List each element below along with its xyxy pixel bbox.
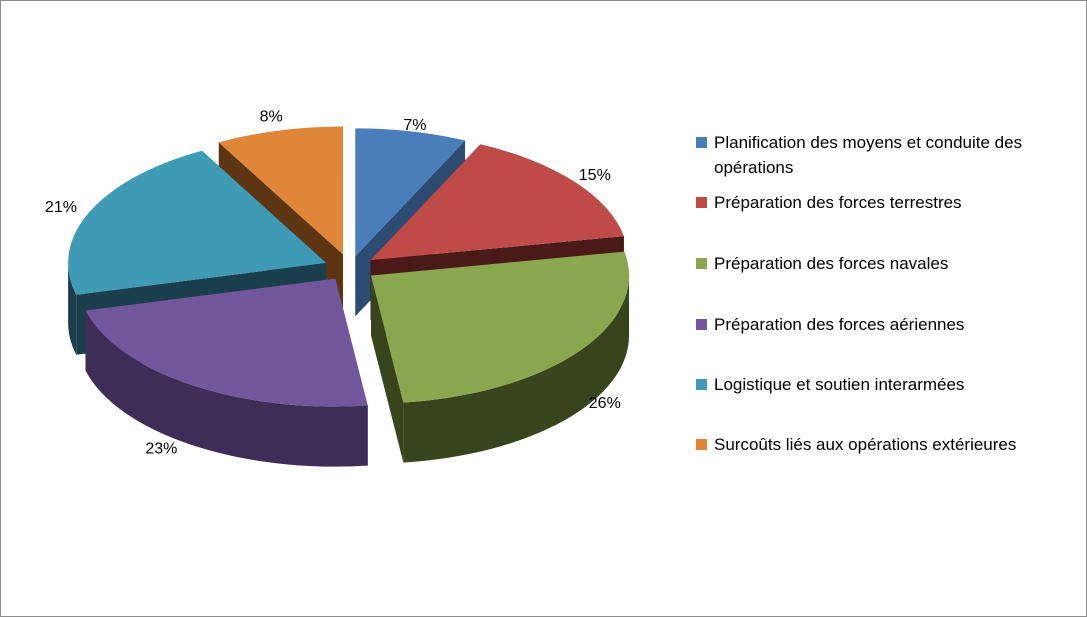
legend-label: Préparation des forces aériennes <box>714 315 965 334</box>
legend-item-surcouts: Surcoûts liés aux opérations extérieures <box>696 432 1076 472</box>
legend-swatch <box>696 258 707 269</box>
legend: Planification des moyens et conduite des… <box>696 130 1076 472</box>
pie-label-planification-des-moyens-et-conduite-des-operations: 7% <box>403 117 426 134</box>
legend-item-aeriennes: Préparation des forces aériennes <box>696 312 1076 372</box>
pie-label-surcouts-lies-aux-operations-exterieures: 8% <box>260 109 283 126</box>
legend-swatch <box>696 197 707 208</box>
legend-item-planification: Planification des moyens et conduite des… <box>696 130 1076 190</box>
legend-swatch <box>696 439 707 450</box>
pie-slice-preparation-des-forces-aeriennes <box>85 278 368 407</box>
pie-rim-logistique-et-soutien-interarmees <box>68 262 77 355</box>
pie-slice-surcouts-lies-aux-operations-exterieures <box>218 126 344 255</box>
legend-label: Surcoûts liés aux opérations extérieures <box>714 435 1017 454</box>
pie-wall-preparation-des-forces-navales-1 <box>371 275 404 463</box>
pie-tops-layer <box>68 126 630 407</box>
pie-slice-preparation-des-forces-navales <box>371 251 630 403</box>
pie-slice-logistique-et-soutien-interarmees <box>68 150 327 295</box>
legend-swatch <box>696 137 707 148</box>
pie-slice-preparation-des-forces-terrestres <box>370 144 624 261</box>
pie-label-preparation-des-forces-terrestres: 15% <box>579 167 611 184</box>
legend-label: Logistique et soutien interarmées <box>714 375 965 394</box>
pie-label-preparation-des-forces-navales: 26% <box>589 395 621 412</box>
legend-label: Planification des moyens et conduite des… <box>714 133 1023 177</box>
pie-label-preparation-des-forces-aeriennes: 23% <box>145 441 177 458</box>
legend-swatch <box>696 319 707 330</box>
legend-item-navales: Préparation des forces navales <box>696 251 1076 312</box>
pie-slice-planification-des-moyens-et-conduite-des-operations <box>355 128 466 257</box>
legend-item-terrestres: Préparation des forces terrestres <box>696 190 1076 251</box>
legend-item-logistique: Logistique et soutien interarmées <box>696 372 1076 432</box>
pie-rim-preparation-des-forces-aeriennes <box>85 310 368 467</box>
pie-rim-preparation-des-forces-navales <box>403 275 630 463</box>
legend-label: Préparation des forces terrestres <box>714 193 962 212</box>
legend-label: Préparation des forces navales <box>714 254 949 273</box>
pie-labels-layer: 7% 15% 26% 23% 21% 8% <box>45 109 621 458</box>
pie-label-logistique-et-soutien-interarmees: 21% <box>45 199 77 216</box>
legend-swatch <box>696 379 707 390</box>
